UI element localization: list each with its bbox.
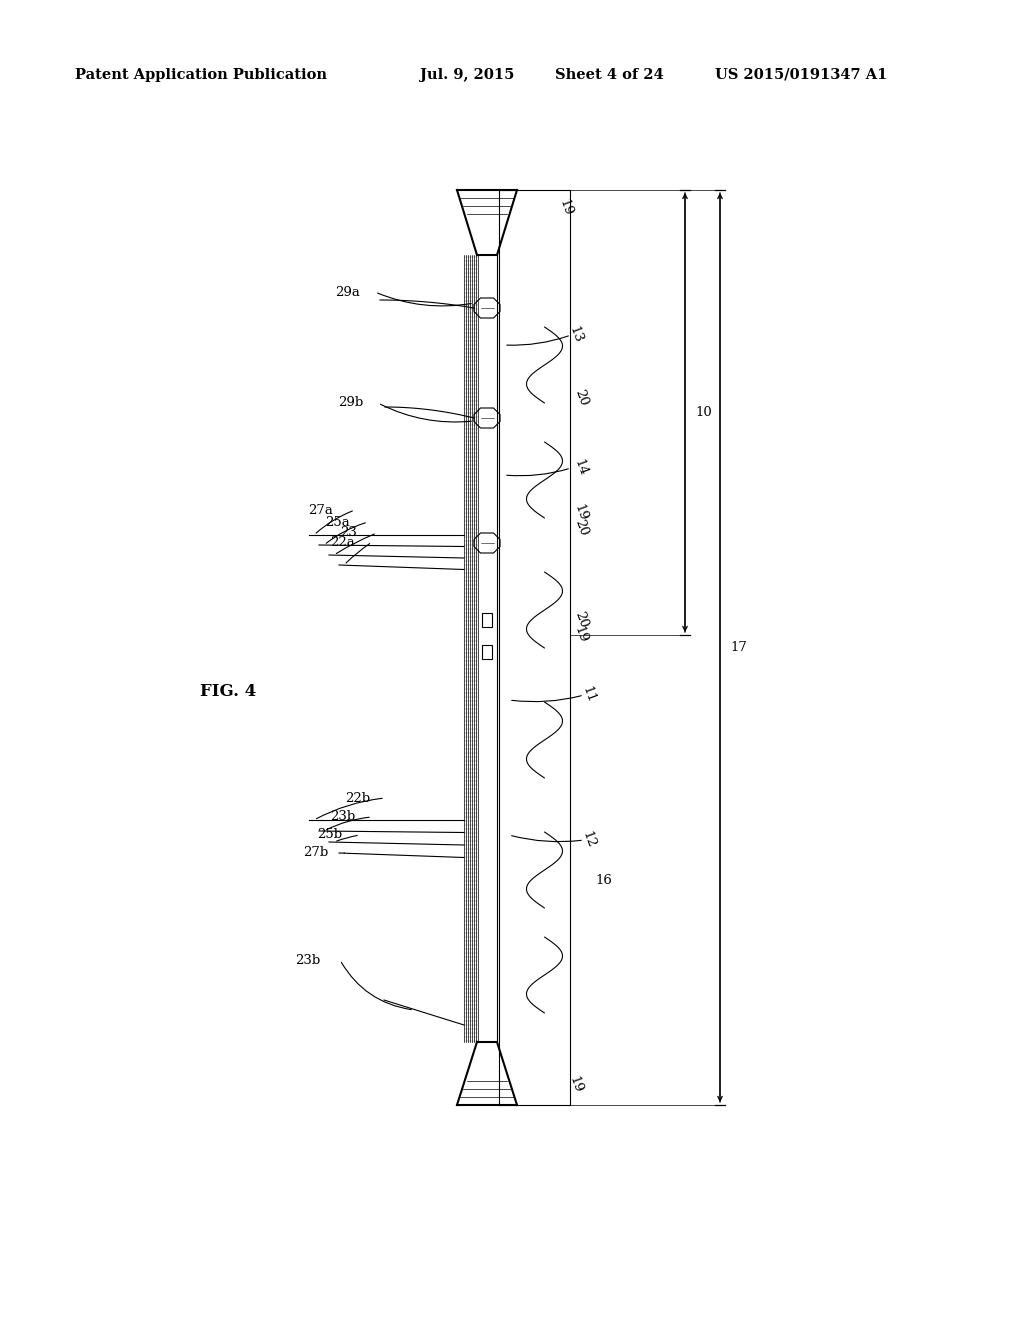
Text: 23: 23	[340, 527, 357, 540]
Text: 19: 19	[572, 503, 590, 523]
Text: 22b: 22b	[345, 792, 370, 804]
Text: 13: 13	[567, 325, 585, 345]
Text: 20: 20	[572, 517, 590, 539]
Text: 11: 11	[580, 685, 598, 705]
Text: 27b: 27b	[303, 846, 329, 858]
Text: Patent Application Publication: Patent Application Publication	[75, 69, 327, 82]
Text: 17: 17	[730, 642, 746, 653]
Text: 16: 16	[595, 874, 612, 887]
Text: Sheet 4 of 24: Sheet 4 of 24	[555, 69, 664, 82]
Text: 23b: 23b	[295, 953, 321, 966]
Text: 25a: 25a	[325, 516, 350, 528]
Text: 29a: 29a	[335, 285, 359, 298]
Text: Jul. 9, 2015: Jul. 9, 2015	[420, 69, 514, 82]
Text: 23b: 23b	[330, 810, 355, 824]
Text: 19: 19	[572, 624, 590, 645]
Text: US 2015/0191347 A1: US 2015/0191347 A1	[715, 69, 888, 82]
Text: 22a: 22a	[330, 536, 354, 549]
Text: 25b: 25b	[317, 829, 342, 842]
Text: FIG. 4: FIG. 4	[200, 684, 256, 701]
Text: 12: 12	[580, 830, 598, 850]
Text: 29b: 29b	[338, 396, 364, 409]
Text: 14: 14	[572, 458, 590, 478]
Text: 20: 20	[572, 610, 590, 630]
Text: 19: 19	[567, 1074, 585, 1096]
Text: 27a: 27a	[308, 503, 333, 516]
Text: 10: 10	[695, 407, 712, 418]
Text: 20: 20	[572, 388, 590, 408]
Text: 19: 19	[557, 198, 575, 218]
